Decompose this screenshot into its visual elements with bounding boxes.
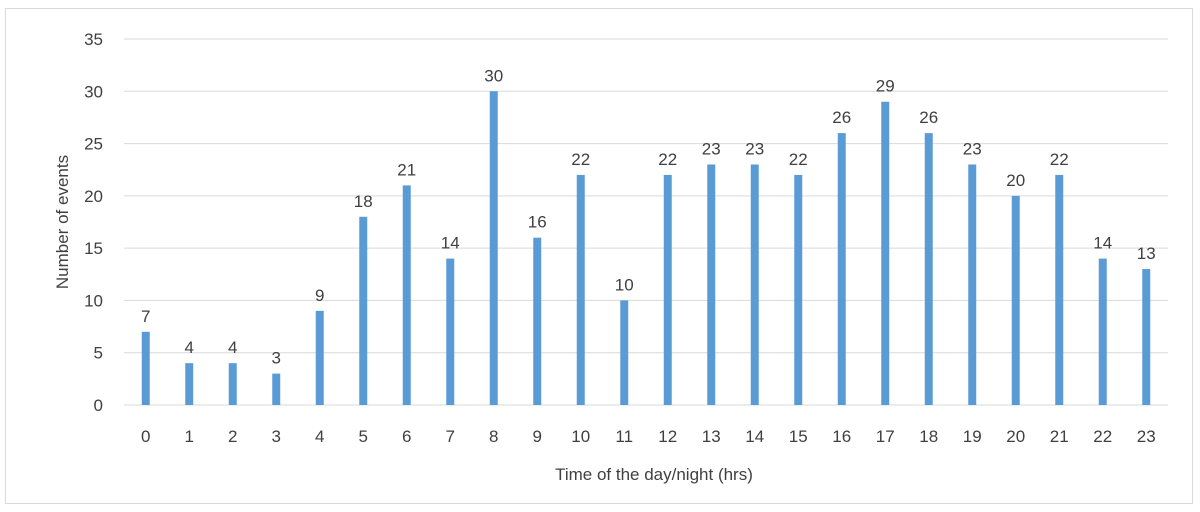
data-label: 22 — [789, 150, 808, 169]
gridlines — [124, 38, 1168, 406]
bar — [968, 164, 977, 405]
y-tick-label: 30 — [84, 82, 103, 101]
data-label: 13 — [1137, 244, 1156, 263]
x-tick-label: 0 — [141, 427, 150, 446]
y-tick-label: 20 — [84, 187, 103, 206]
bar — [446, 258, 455, 405]
bar — [837, 133, 846, 405]
x-tick-label: 4 — [315, 427, 324, 446]
bar — [924, 133, 933, 405]
bar — [533, 237, 542, 405]
data-labels: 7 4 4 3 9 18 21 14 30 16 22 10 22 23 23 22 26 29 26 23 20 22 1… — [141, 66, 1156, 367]
data-label: 14 — [441, 234, 460, 253]
x-axis-ticks: 0 1 2 3 4 5 6 7 8 9 10 11 12 13 14 15 16 17 18 19 20 21 22 23 — [141, 427, 1156, 446]
x-tick-label: 18 — [919, 427, 938, 446]
data-label: 9 — [315, 286, 324, 305]
x-tick-label: 1 — [185, 427, 194, 446]
y-tick-label: 10 — [84, 291, 103, 310]
x-tick-label: 3 — [272, 427, 281, 446]
data-label: 4 — [185, 338, 194, 357]
data-label: 29 — [876, 77, 895, 96]
data-label: 18 — [354, 192, 373, 211]
x-tick-label: 23 — [1137, 427, 1156, 446]
bar — [1142, 269, 1151, 405]
data-label: 21 — [397, 160, 416, 179]
x-tick-label: 2 — [228, 427, 237, 446]
y-tick-label: 0 — [94, 396, 103, 415]
bar — [228, 363, 237, 405]
x-tick-label: 13 — [702, 427, 721, 446]
data-label: 7 — [141, 307, 150, 326]
chart-frame — [5, 8, 1193, 504]
x-tick-label: 9 — [533, 427, 542, 446]
bar — [707, 164, 716, 405]
x-tick-label: 7 — [446, 427, 455, 446]
bar — [750, 164, 759, 405]
data-label: 23 — [963, 139, 982, 158]
bar — [881, 101, 890, 405]
x-tick-label: 14 — [745, 427, 764, 446]
data-label: 14 — [1093, 234, 1112, 253]
x-tick-label: 17 — [876, 427, 895, 446]
x-tick-label: 22 — [1093, 427, 1112, 446]
bar — [1098, 258, 1107, 405]
x-axis-title: Time of the day/night (hrs) — [555, 465, 753, 484]
data-label: 3 — [272, 349, 281, 368]
x-tick-label: 10 — [571, 427, 590, 446]
bar — [315, 310, 324, 405]
bar — [489, 91, 498, 406]
x-tick-label: 5 — [359, 427, 368, 446]
bar — [794, 174, 803, 405]
x-tick-label: 6 — [402, 427, 411, 446]
y-tick-label: 35 — [84, 30, 103, 49]
x-tick-label: 19 — [963, 427, 982, 446]
data-label: 22 — [658, 150, 677, 169]
bar — [1011, 195, 1020, 405]
bars — [141, 91, 1151, 406]
bar — [359, 216, 368, 405]
data-label: 23 — [702, 139, 721, 158]
data-label: 20 — [1006, 171, 1025, 190]
y-tick-label: 15 — [84, 239, 103, 258]
bar — [576, 174, 585, 405]
data-label: 26 — [832, 108, 851, 127]
y-axis-ticks: 0 5 10 15 20 25 30 35 — [84, 30, 103, 415]
bar — [141, 331, 150, 405]
x-tick-label: 11 — [615, 427, 633, 446]
bar — [185, 363, 194, 405]
bar — [620, 300, 629, 405]
x-tick-label: 8 — [489, 427, 498, 446]
data-label: 10 — [615, 275, 634, 294]
data-label: 4 — [228, 338, 237, 357]
data-label: 26 — [919, 108, 938, 127]
y-tick-label: 25 — [84, 135, 103, 154]
x-tick-label: 12 — [658, 427, 677, 446]
x-tick-label: 16 — [832, 427, 851, 446]
data-label: 16 — [528, 213, 547, 232]
x-tick-label: 15 — [789, 427, 808, 446]
bar — [663, 174, 672, 405]
data-label: 22 — [1050, 150, 1069, 169]
bar — [1055, 174, 1064, 405]
bar — [272, 373, 281, 405]
data-label: 23 — [745, 139, 764, 158]
x-tick-label: 20 — [1006, 427, 1025, 446]
bar — [402, 185, 411, 405]
data-label: 22 — [571, 150, 590, 169]
y-axis-title: Number of events — [53, 155, 72, 289]
x-tick-label: 21 — [1050, 427, 1069, 446]
y-tick-label: 5 — [94, 344, 103, 363]
data-label: 30 — [484, 66, 503, 85]
